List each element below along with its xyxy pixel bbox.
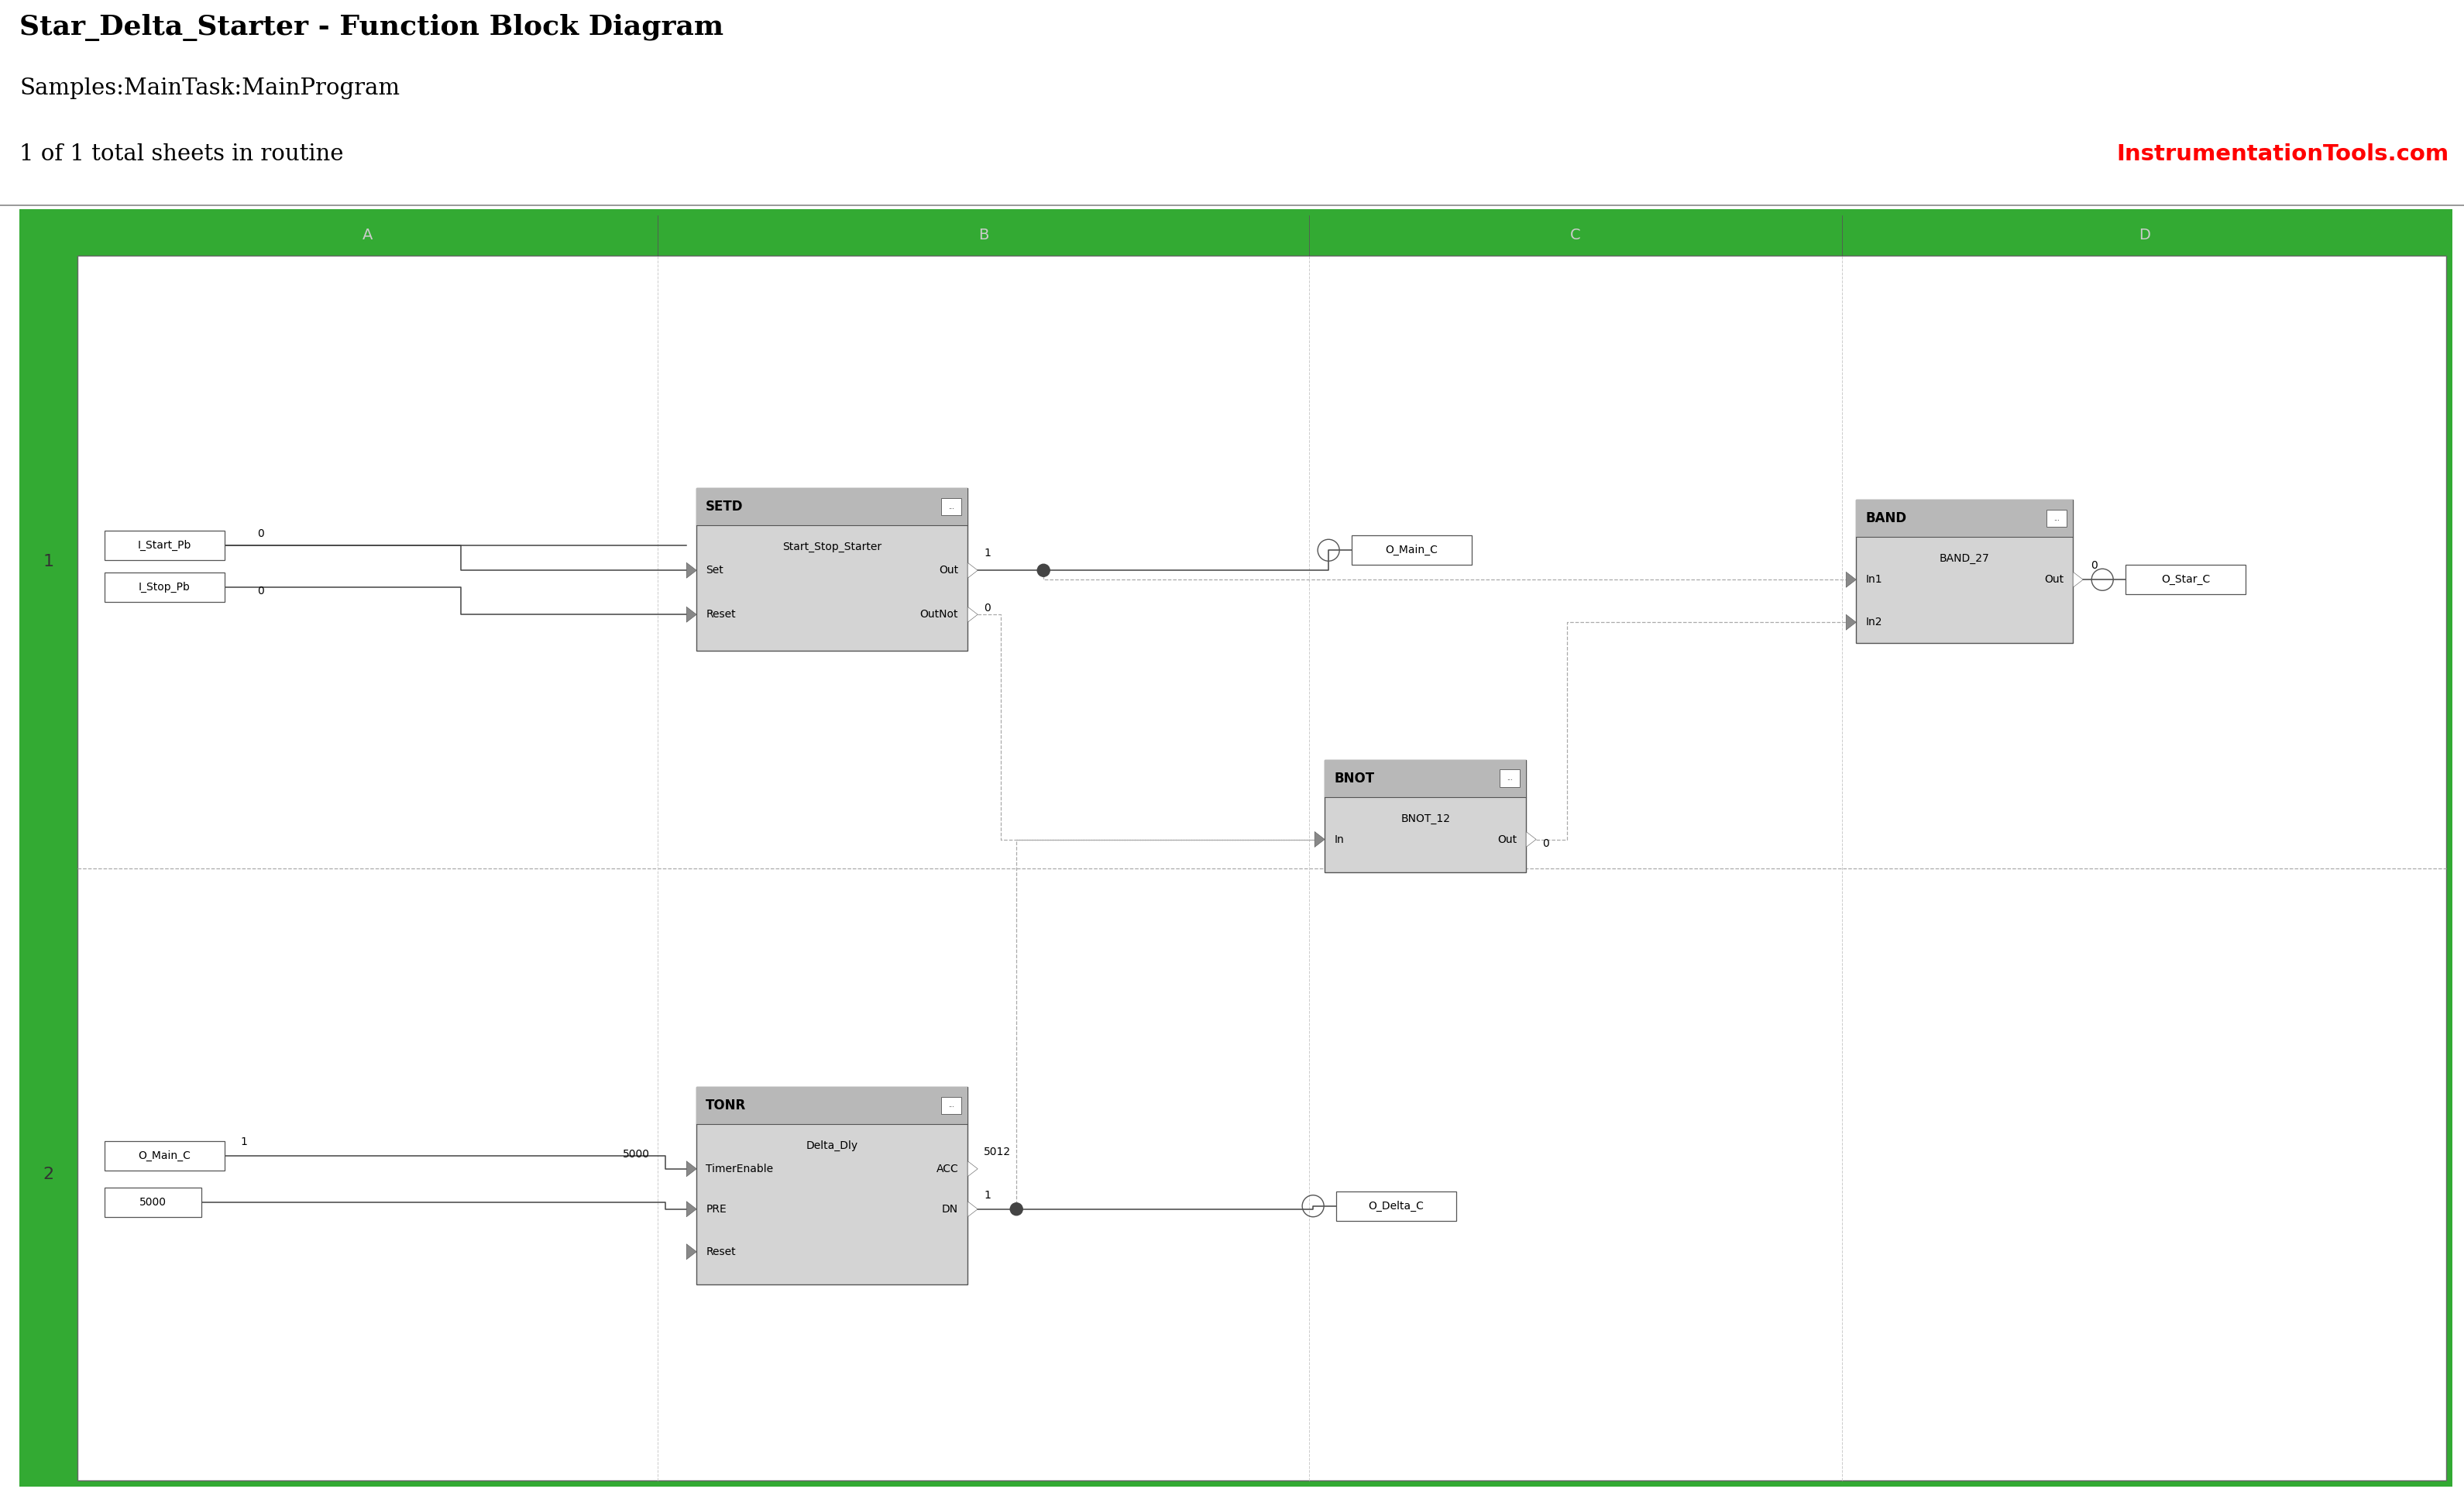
Text: Set: Set xyxy=(705,565,724,575)
Polygon shape xyxy=(1846,614,1855,630)
Text: BAND: BAND xyxy=(1865,512,1907,526)
Text: Out: Out xyxy=(2045,574,2065,586)
Text: In2: In2 xyxy=(1865,617,1882,628)
FancyBboxPatch shape xyxy=(103,1142,224,1170)
FancyBboxPatch shape xyxy=(941,1096,961,1114)
FancyBboxPatch shape xyxy=(103,572,224,602)
Text: 2: 2 xyxy=(42,1167,54,1182)
Text: 1: 1 xyxy=(983,1190,991,1200)
FancyBboxPatch shape xyxy=(103,530,224,560)
Text: Out: Out xyxy=(939,565,958,575)
Polygon shape xyxy=(687,1202,697,1217)
Text: 0: 0 xyxy=(256,586,264,596)
FancyBboxPatch shape xyxy=(1855,500,2072,538)
FancyBboxPatch shape xyxy=(1326,759,1525,872)
Text: OutNot: OutNot xyxy=(919,608,958,620)
FancyBboxPatch shape xyxy=(103,1187,202,1217)
FancyBboxPatch shape xyxy=(76,215,2447,256)
Text: Reset: Reset xyxy=(705,1247,737,1258)
FancyBboxPatch shape xyxy=(1501,770,1520,786)
Text: I_Start_Pb: I_Start_Pb xyxy=(138,541,192,551)
Text: 5000: 5000 xyxy=(140,1197,168,1208)
Polygon shape xyxy=(2072,572,2082,587)
Text: In: In xyxy=(1333,834,1343,845)
Text: Delta_Dly: Delta_Dly xyxy=(806,1140,857,1151)
Text: ...: ... xyxy=(2053,515,2060,523)
FancyBboxPatch shape xyxy=(941,498,961,515)
Text: PRE: PRE xyxy=(705,1203,727,1214)
FancyBboxPatch shape xyxy=(1326,759,1525,797)
Text: I_Stop_Pb: I_Stop_Pb xyxy=(138,581,190,593)
Polygon shape xyxy=(687,563,697,578)
Circle shape xyxy=(1037,565,1050,577)
FancyBboxPatch shape xyxy=(20,209,2452,1486)
FancyBboxPatch shape xyxy=(2048,511,2067,527)
Text: C: C xyxy=(1570,227,1582,242)
Text: 1: 1 xyxy=(42,554,54,569)
Text: 1 of 1 total sheets in routine: 1 of 1 total sheets in routine xyxy=(20,143,342,166)
Text: 5000: 5000 xyxy=(623,1149,650,1160)
Polygon shape xyxy=(1525,831,1535,846)
Polygon shape xyxy=(1316,831,1326,846)
Text: BNOT: BNOT xyxy=(1333,771,1375,785)
Text: O_Star_C: O_Star_C xyxy=(2161,574,2210,586)
Text: O_Main_C: O_Main_C xyxy=(138,1151,190,1161)
Text: TimerEnable: TimerEnable xyxy=(705,1164,774,1175)
Text: O_Delta_C: O_Delta_C xyxy=(1368,1200,1424,1211)
FancyBboxPatch shape xyxy=(2126,565,2245,595)
Text: 0: 0 xyxy=(1542,837,1550,849)
Text: Star_Delta_Starter - Function Block Diagram: Star_Delta_Starter - Function Block Diag… xyxy=(20,14,724,41)
Text: 0: 0 xyxy=(2092,560,2097,571)
Text: BNOT_12: BNOT_12 xyxy=(1400,813,1451,824)
Polygon shape xyxy=(968,1161,978,1176)
Text: 0: 0 xyxy=(983,602,991,614)
Text: TONR: TONR xyxy=(705,1098,747,1113)
Text: O_Main_C: O_Main_C xyxy=(1385,545,1439,556)
Text: 1: 1 xyxy=(239,1137,246,1148)
Text: Samples:MainTask:MainProgram: Samples:MainTask:MainProgram xyxy=(20,77,399,99)
Text: 1: 1 xyxy=(983,548,991,559)
Text: InstrumentationTools.com: InstrumentationTools.com xyxy=(2117,143,2449,166)
FancyBboxPatch shape xyxy=(1353,536,1471,565)
FancyBboxPatch shape xyxy=(1335,1191,1456,1221)
Text: Start_Stop_Starter: Start_Stop_Starter xyxy=(784,542,882,553)
Polygon shape xyxy=(968,607,978,622)
Text: A: A xyxy=(362,227,372,242)
Text: ...: ... xyxy=(949,503,954,511)
FancyBboxPatch shape xyxy=(697,488,968,651)
Circle shape xyxy=(1010,1203,1023,1215)
Polygon shape xyxy=(968,563,978,578)
FancyBboxPatch shape xyxy=(76,256,2447,1480)
Text: Reset: Reset xyxy=(705,608,737,620)
FancyBboxPatch shape xyxy=(1855,500,2072,643)
Text: In1: In1 xyxy=(1865,574,1882,586)
FancyBboxPatch shape xyxy=(697,1087,968,1285)
Polygon shape xyxy=(1846,572,1855,587)
Polygon shape xyxy=(968,1202,978,1217)
Polygon shape xyxy=(687,1161,697,1176)
Polygon shape xyxy=(687,1244,697,1259)
Text: 0: 0 xyxy=(256,529,264,539)
Text: ...: ... xyxy=(1508,774,1513,782)
Text: BAND_27: BAND_27 xyxy=(1939,553,1988,565)
FancyBboxPatch shape xyxy=(697,488,968,526)
Text: DN: DN xyxy=(941,1203,958,1214)
Text: B: B xyxy=(978,227,988,242)
Text: 5012: 5012 xyxy=(983,1146,1010,1157)
FancyBboxPatch shape xyxy=(697,1087,968,1123)
Text: D: D xyxy=(2139,227,2151,242)
Text: Out: Out xyxy=(1498,834,1518,845)
Polygon shape xyxy=(687,607,697,622)
Text: ...: ... xyxy=(949,1102,954,1108)
Text: ACC: ACC xyxy=(936,1164,958,1175)
Text: SETD: SETD xyxy=(705,500,744,514)
